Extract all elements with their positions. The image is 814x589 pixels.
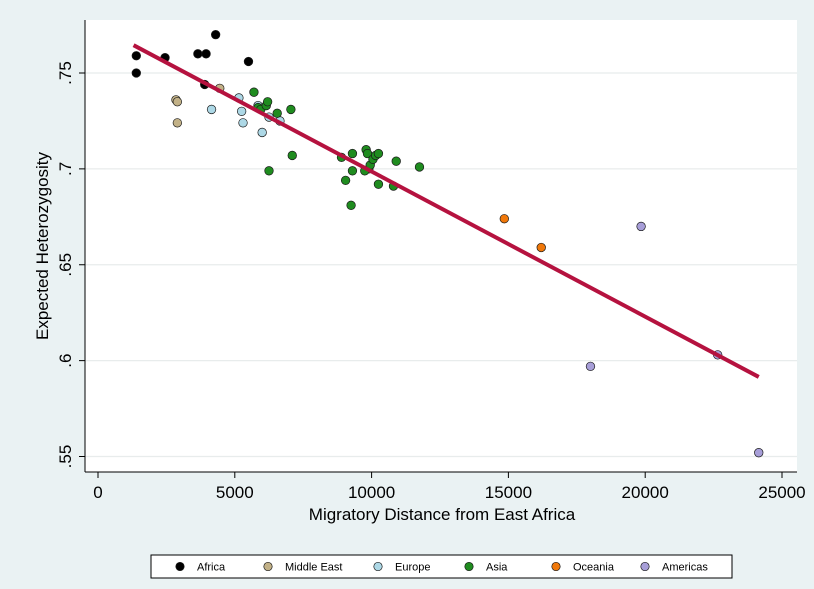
y-tick-label: .7 xyxy=(56,162,75,176)
point-africa xyxy=(193,49,203,59)
y-tick-label: .55 xyxy=(56,445,75,469)
point-asia xyxy=(346,200,356,210)
point-europe xyxy=(238,118,248,128)
legend-marker-oceania xyxy=(551,561,561,572)
legend-label-americas: Americas xyxy=(662,562,708,574)
x-tick-label: 20000 xyxy=(622,483,669,502)
point-oceania xyxy=(536,242,546,253)
y-tick-label: .75 xyxy=(56,61,75,85)
legend-label-oceania: Oceania xyxy=(573,562,615,574)
point-americas xyxy=(636,221,646,232)
x-tick-label: 25000 xyxy=(758,483,805,502)
point-africa xyxy=(201,49,211,59)
point-europe xyxy=(206,104,217,115)
legend-label-asia: Asia xyxy=(486,562,508,574)
legend-marker-europe xyxy=(373,561,383,572)
x-tick-label: 10000 xyxy=(348,483,395,502)
point-middle-east xyxy=(172,118,182,128)
point-oceania xyxy=(499,214,509,224)
legend-marker-americas xyxy=(640,561,650,572)
x-tick-label: 5000 xyxy=(216,483,254,502)
point-asia xyxy=(373,179,384,189)
point-asia xyxy=(272,108,282,118)
y-tick-label: .65 xyxy=(56,253,75,277)
point-asia xyxy=(262,97,273,107)
point-asia xyxy=(373,148,384,159)
fit-line-layer xyxy=(132,43,760,379)
legend-marker-middle-east xyxy=(263,561,273,572)
legend-label-europe: Europe xyxy=(395,562,430,574)
x-tick-label: 0 xyxy=(93,483,102,502)
point-asia xyxy=(340,175,351,186)
x-tick-label: 15000 xyxy=(485,483,532,502)
point-europe xyxy=(257,127,267,138)
point-middle-east xyxy=(172,97,182,107)
legend-label-middle-east: Middle East xyxy=(285,562,342,574)
y-axis-title: Expected Heterozygosity xyxy=(33,151,52,340)
point-africa xyxy=(210,30,221,40)
legend-label-africa: Africa xyxy=(197,562,226,574)
point-asia xyxy=(391,156,401,166)
gridlines xyxy=(85,72,797,458)
legend: Africa Middle East Europe Asia Oceania Americ… xyxy=(150,554,733,579)
point-asia xyxy=(286,104,296,115)
fit-line xyxy=(132,43,760,379)
x-axis-title: Migratory Distance from East Africa xyxy=(309,505,576,524)
point-americas xyxy=(585,361,596,372)
point-asia xyxy=(347,148,358,159)
point-europe xyxy=(236,106,247,116)
y-tick-label: .6 xyxy=(56,354,75,368)
point-americas xyxy=(754,448,764,458)
point-africa xyxy=(131,68,141,78)
legend-marker-asia xyxy=(464,561,474,572)
plot-background xyxy=(85,20,797,472)
point-africa xyxy=(131,51,141,61)
axes: .55 .6 .65 .7 .75 0 5000 10000 15000 20000 25000 Mi… xyxy=(33,20,806,524)
point-asia xyxy=(414,162,425,172)
point-asia xyxy=(264,166,274,176)
point-africa xyxy=(243,56,254,67)
point-asia xyxy=(249,87,259,97)
point-asia xyxy=(287,150,297,161)
point-asia xyxy=(347,166,358,176)
data-points xyxy=(131,30,764,458)
legend-marker-africa xyxy=(175,561,185,572)
legend-box xyxy=(150,554,733,579)
